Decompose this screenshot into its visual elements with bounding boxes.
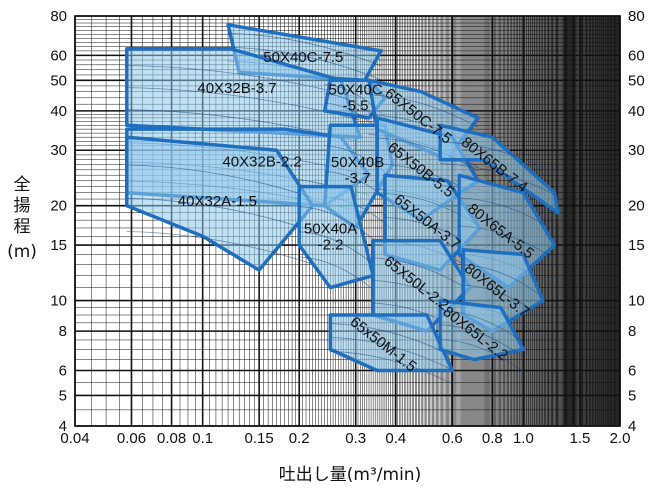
y-tick-label-left: 4 (59, 418, 67, 435)
y-tick-label-left: 30 (50, 142, 67, 159)
performance-curve (228, 46, 382, 81)
performance-curve (463, 264, 544, 298)
x-tick-label: 0.06 (117, 430, 146, 447)
x-tick-label: 0.08 (157, 430, 186, 447)
y-tick-label-left: 8 (59, 323, 67, 340)
y-tick-label-right: 10 (628, 293, 645, 310)
x-tick-label: 0.3 (345, 430, 366, 447)
region-label-line: 50X40B (331, 154, 384, 171)
performance-curve (459, 197, 555, 231)
performance-curve (368, 94, 478, 128)
region-label-line: -2.2 (318, 236, 344, 253)
region-label: 50X40B -3.7 (331, 154, 384, 187)
region-label: 40X32A-1.5 (178, 193, 257, 210)
region-label-line: 50X40C-7.5 (263, 49, 343, 66)
x-axis-title: 吐出し量(m³/min) (279, 465, 421, 485)
performance-curve (440, 141, 558, 175)
x-tick-label: 0.6 (442, 430, 463, 447)
y-axis-title-char-2: 揚 (14, 196, 31, 216)
y-tick-label-right: 50 (628, 72, 645, 89)
performance-curve (373, 257, 470, 291)
performance-curve (440, 163, 558, 197)
pump-region-16 (438, 298, 526, 362)
performance-curve (299, 256, 374, 290)
x-tick-label: 0.15 (244, 430, 273, 447)
performance-curve (126, 231, 313, 265)
y-tick-label-left: 20 (50, 198, 67, 215)
performance-curve (377, 137, 478, 171)
x-tick-label: 0.04 (60, 430, 89, 447)
region-label-line: -5.5 (343, 97, 369, 114)
region-label-line: 40X32B-2.2 (222, 154, 301, 171)
y-tick-label-left: 40 (50, 103, 67, 120)
y-tick-label-right: 5 (628, 387, 636, 404)
performance-curve (463, 284, 544, 318)
x-tick-label: 0.8 (482, 430, 503, 447)
y-tick-label-left: 5 (59, 387, 67, 404)
y-tick-label-left: 10 (50, 293, 67, 310)
x-tick-label: 0.4 (385, 430, 406, 447)
region-label: 50X40C-7.5 (263, 49, 343, 66)
plot-frame (74, 15, 621, 427)
y-tick-label-right: 20 (628, 198, 645, 215)
y-tick-label-left: 6 (59, 363, 67, 380)
y-tick-label-right: 80 (628, 8, 645, 25)
x-tick-label: 0.1 (192, 430, 213, 447)
pump-region-7 (297, 184, 375, 290)
performance-curve (459, 225, 555, 259)
performance-curve (126, 164, 313, 198)
y-tick-label-right: 40 (628, 103, 645, 120)
y-tick-label-right: 8 (628, 323, 636, 340)
y-tick-label-right: 30 (628, 142, 645, 159)
region-label: 50X40C -5.5 (328, 81, 382, 114)
y-tick-label-left: 80 (50, 8, 67, 25)
pump-regions (125, 23, 560, 385)
y-tick-label-right: 60 (628, 47, 645, 64)
performance-curve (330, 337, 453, 371)
region-label-line: 40X32B-3.7 (197, 80, 276, 97)
y-axis-title: 全 揚 程 (m) (7, 175, 37, 262)
y-tick-label-left: 50 (50, 72, 67, 89)
performance-curve (299, 231, 374, 265)
y-axis-title-char-3: 程 (14, 217, 31, 237)
axis-ticks: 0.04 0.06 0.08 0.1 0.15 0.2 0.3 0.4 0.6 0.8 1.0 1.5… (50, 8, 644, 447)
x-tick-label: 0.2 (289, 430, 310, 447)
region-label-line: 50X40A (304, 220, 357, 237)
performance-curve (228, 32, 382, 67)
performance-curve (440, 324, 524, 358)
region-label: 40X32B-2.2 (222, 154, 301, 171)
performance-curve (330, 350, 453, 385)
y-tick-label-right: 15 (628, 237, 645, 254)
y-tick-label-left: 60 (50, 47, 67, 64)
performance-curve (126, 197, 313, 232)
region-label: 40X32B-3.7 (197, 80, 276, 97)
performance-curve (440, 339, 524, 373)
performance-curve (299, 206, 374, 240)
y-tick-label-right: 4 (628, 418, 636, 435)
region-label-line: 40X32A-1.5 (178, 193, 257, 210)
x-tick-label: 1.5 (569, 430, 590, 447)
y-axis-title-char-1: 全 (14, 175, 31, 195)
performance-curve (440, 309, 524, 343)
region-label-line: 50X40C (328, 81, 382, 98)
pump-region-13 (438, 123, 560, 215)
y-tick-label-right: 6 (628, 363, 636, 380)
region-label-line: -3.7 (345, 170, 371, 187)
y-axis-title-unit: (m) (7, 242, 37, 262)
x-tick-label: 1.0 (513, 430, 534, 447)
y-tick-label-left: 15 (50, 237, 67, 254)
pump-region-4 (125, 135, 315, 272)
x-tick-label: 2.0 (610, 430, 631, 447)
region-label: 50X40A -2.2 (304, 220, 357, 253)
